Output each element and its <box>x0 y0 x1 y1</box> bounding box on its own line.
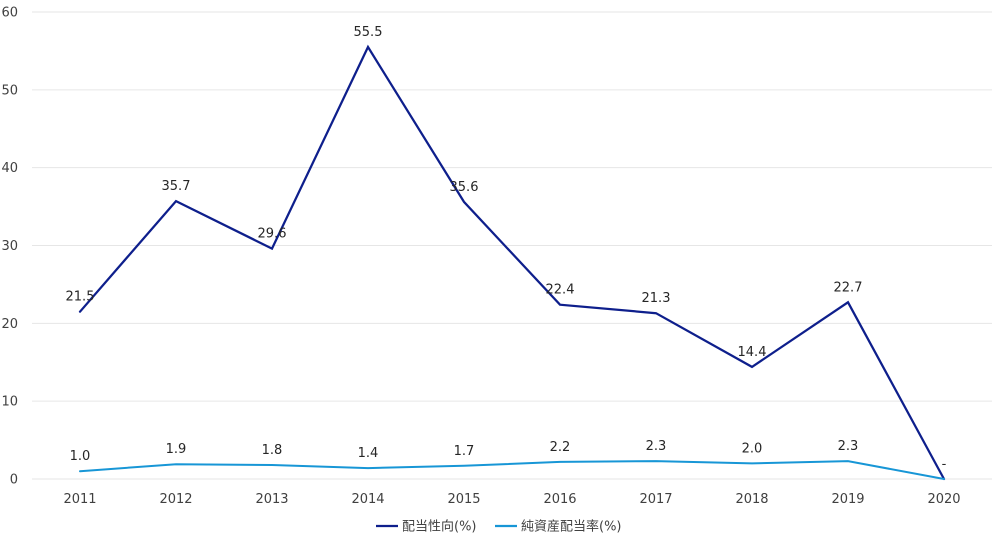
y-tick-label: 20 <box>1 317 18 332</box>
data-label: 14.4 <box>738 345 767 360</box>
x-tick-label: 2017 <box>639 492 672 507</box>
data-labels: 21.5 35.7 29.6 55.5 35.6 22.4 21.3 14.4 22.7 - 1.0… <box>66 25 947 472</box>
x-tick-label: 2015 <box>447 492 480 507</box>
data-label: 35.7 <box>162 179 191 194</box>
data-label: 1.9 <box>166 442 187 457</box>
data-label: 1.4 <box>358 446 379 461</box>
x-tick-label: 2018 <box>735 492 768 507</box>
y-tick-label: 40 <box>1 161 18 176</box>
series-line-1 <box>78 44 946 481</box>
x-tick-label: 2013 <box>255 492 288 507</box>
legend: 配当性向(%) 純資産配当率(%) <box>376 519 622 535</box>
data-label: 2.3 <box>646 439 667 454</box>
legend-item-2: 純資産配当率(%) <box>495 519 622 535</box>
x-tick-label: 2011 <box>63 492 96 507</box>
data-label: 2.0 <box>742 441 763 456</box>
data-label: 2.2 <box>550 440 571 455</box>
y-axis-ticks: 0 10 20 30 40 50 60 <box>1 6 18 488</box>
data-label: 1.8 <box>262 443 283 458</box>
x-tick-label: 2012 <box>159 492 192 507</box>
data-label: 1.7 <box>454 444 475 459</box>
x-tick-label: 2019 <box>831 492 864 507</box>
data-label: 55.5 <box>354 25 383 40</box>
data-label: 22.7 <box>834 280 863 295</box>
x-axis-ticks: 2011 2012 2013 2014 2015 2016 2017 2018 2019 2020 <box>63 492 960 507</box>
y-tick-label: 30 <box>1 239 18 254</box>
data-label: 22.4 <box>546 283 575 298</box>
data-label: 29.6 <box>258 227 287 242</box>
series-lines <box>78 44 946 481</box>
series-line-2 <box>79 460 945 480</box>
y-tick-label: 60 <box>1 6 18 21</box>
legend-item-1: 配当性向(%) <box>376 519 477 535</box>
data-label: 21.5 <box>66 290 95 305</box>
x-tick-label: 2016 <box>543 492 576 507</box>
y-tick-label: 10 <box>1 395 18 410</box>
data-label: 21.3 <box>642 291 671 306</box>
y-tick-label: 50 <box>1 83 18 98</box>
data-label: - <box>942 457 947 472</box>
legend-label: 純資産配当率(%) <box>521 519 622 535</box>
x-tick-label: 2020 <box>927 492 960 507</box>
data-label: 35.6 <box>450 180 479 195</box>
gridlines <box>32 11 992 480</box>
legend-label: 配当性向(%) <box>402 519 477 535</box>
x-tick-label: 2014 <box>351 492 384 507</box>
data-label: 1.0 <box>70 449 91 464</box>
y-tick-label: 0 <box>10 473 18 488</box>
data-label: 2.3 <box>838 439 859 454</box>
